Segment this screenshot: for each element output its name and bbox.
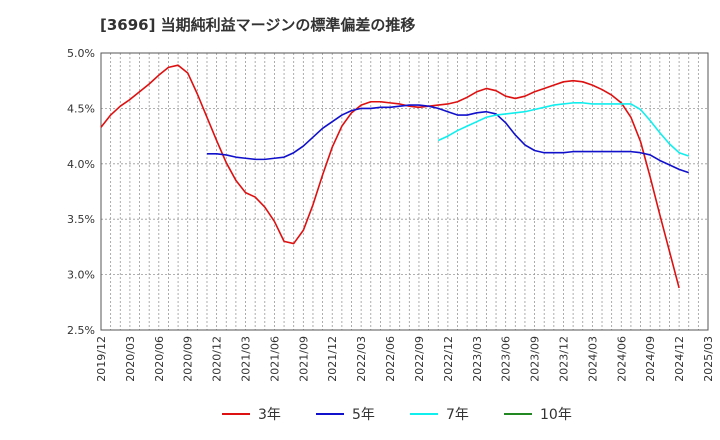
- y-axis-tick-labels: 2.5% 3.0% 3.5% 4.0% 4.5% 5.0%: [67, 47, 95, 337]
- x-tick-label: 2020/06: [153, 336, 166, 382]
- legend-label: 3年: [258, 407, 281, 423]
- series-layer: [100, 64, 689, 289]
- x-tick-label: 2020/12: [211, 336, 224, 382]
- plot-area: [101, 53, 708, 330]
- x-tick-label: 2021/09: [297, 336, 310, 382]
- x-axis-tick-labels: 2019/12 2020/03 2020/06 2020/09 2020/12 2021/…: [95, 336, 715, 382]
- x-tick-label: 2022/09: [413, 336, 426, 382]
- legend: 3年 5年 7年 10年: [222, 407, 572, 423]
- legend-label: 5年: [352, 407, 375, 423]
- x-tick-label: 2023/03: [471, 336, 484, 382]
- y-tick-label: 5.0%: [67, 47, 95, 60]
- x-tick-label: 2024/12: [673, 336, 686, 382]
- y-gridlines: [101, 108, 708, 276]
- x-tick-label: 2025/03: [702, 336, 715, 382]
- x-tick-label: 2019/12: [95, 336, 108, 382]
- x-tick-label: 2023/09: [529, 336, 542, 382]
- x-tick-label: 2024/03: [586, 336, 599, 382]
- x-tick-label: 2020/09: [182, 336, 195, 382]
- plot-border: [100, 52, 709, 331]
- series-line-5年: [206, 104, 689, 174]
- x-tick-label: 2021/03: [240, 336, 253, 382]
- x-tick-label: 2021/12: [326, 336, 339, 382]
- x-tick-label: 2023/06: [500, 336, 513, 382]
- x-tick-label: 2022/06: [384, 336, 397, 382]
- chart-title: [3696] 当期純利益マージンの標準偏差の推移: [100, 16, 416, 34]
- y-tick-label: 4.0%: [67, 158, 95, 171]
- y-tick-label: 2.5%: [67, 324, 95, 337]
- legend-label: 7年: [446, 407, 469, 423]
- y-tick-label: 3.5%: [67, 213, 95, 226]
- series-line-3年: [100, 64, 680, 289]
- x-tick-label: 2022/03: [355, 336, 368, 382]
- y-tick-label: 4.5%: [67, 102, 95, 115]
- x-tick-label: 2024/06: [615, 336, 628, 382]
- x-tick-label: 2024/09: [644, 336, 657, 382]
- x-tick-label: 2020/03: [124, 336, 137, 382]
- series-line-7年: [437, 102, 689, 157]
- x-tick-label: 2023/12: [557, 336, 570, 382]
- x-tick-label: 2021/06: [268, 336, 281, 382]
- x-tick-label: 2022/12: [442, 336, 455, 382]
- legend-label: 10年: [540, 407, 572, 423]
- y-tick-label: 3.0%: [67, 269, 95, 282]
